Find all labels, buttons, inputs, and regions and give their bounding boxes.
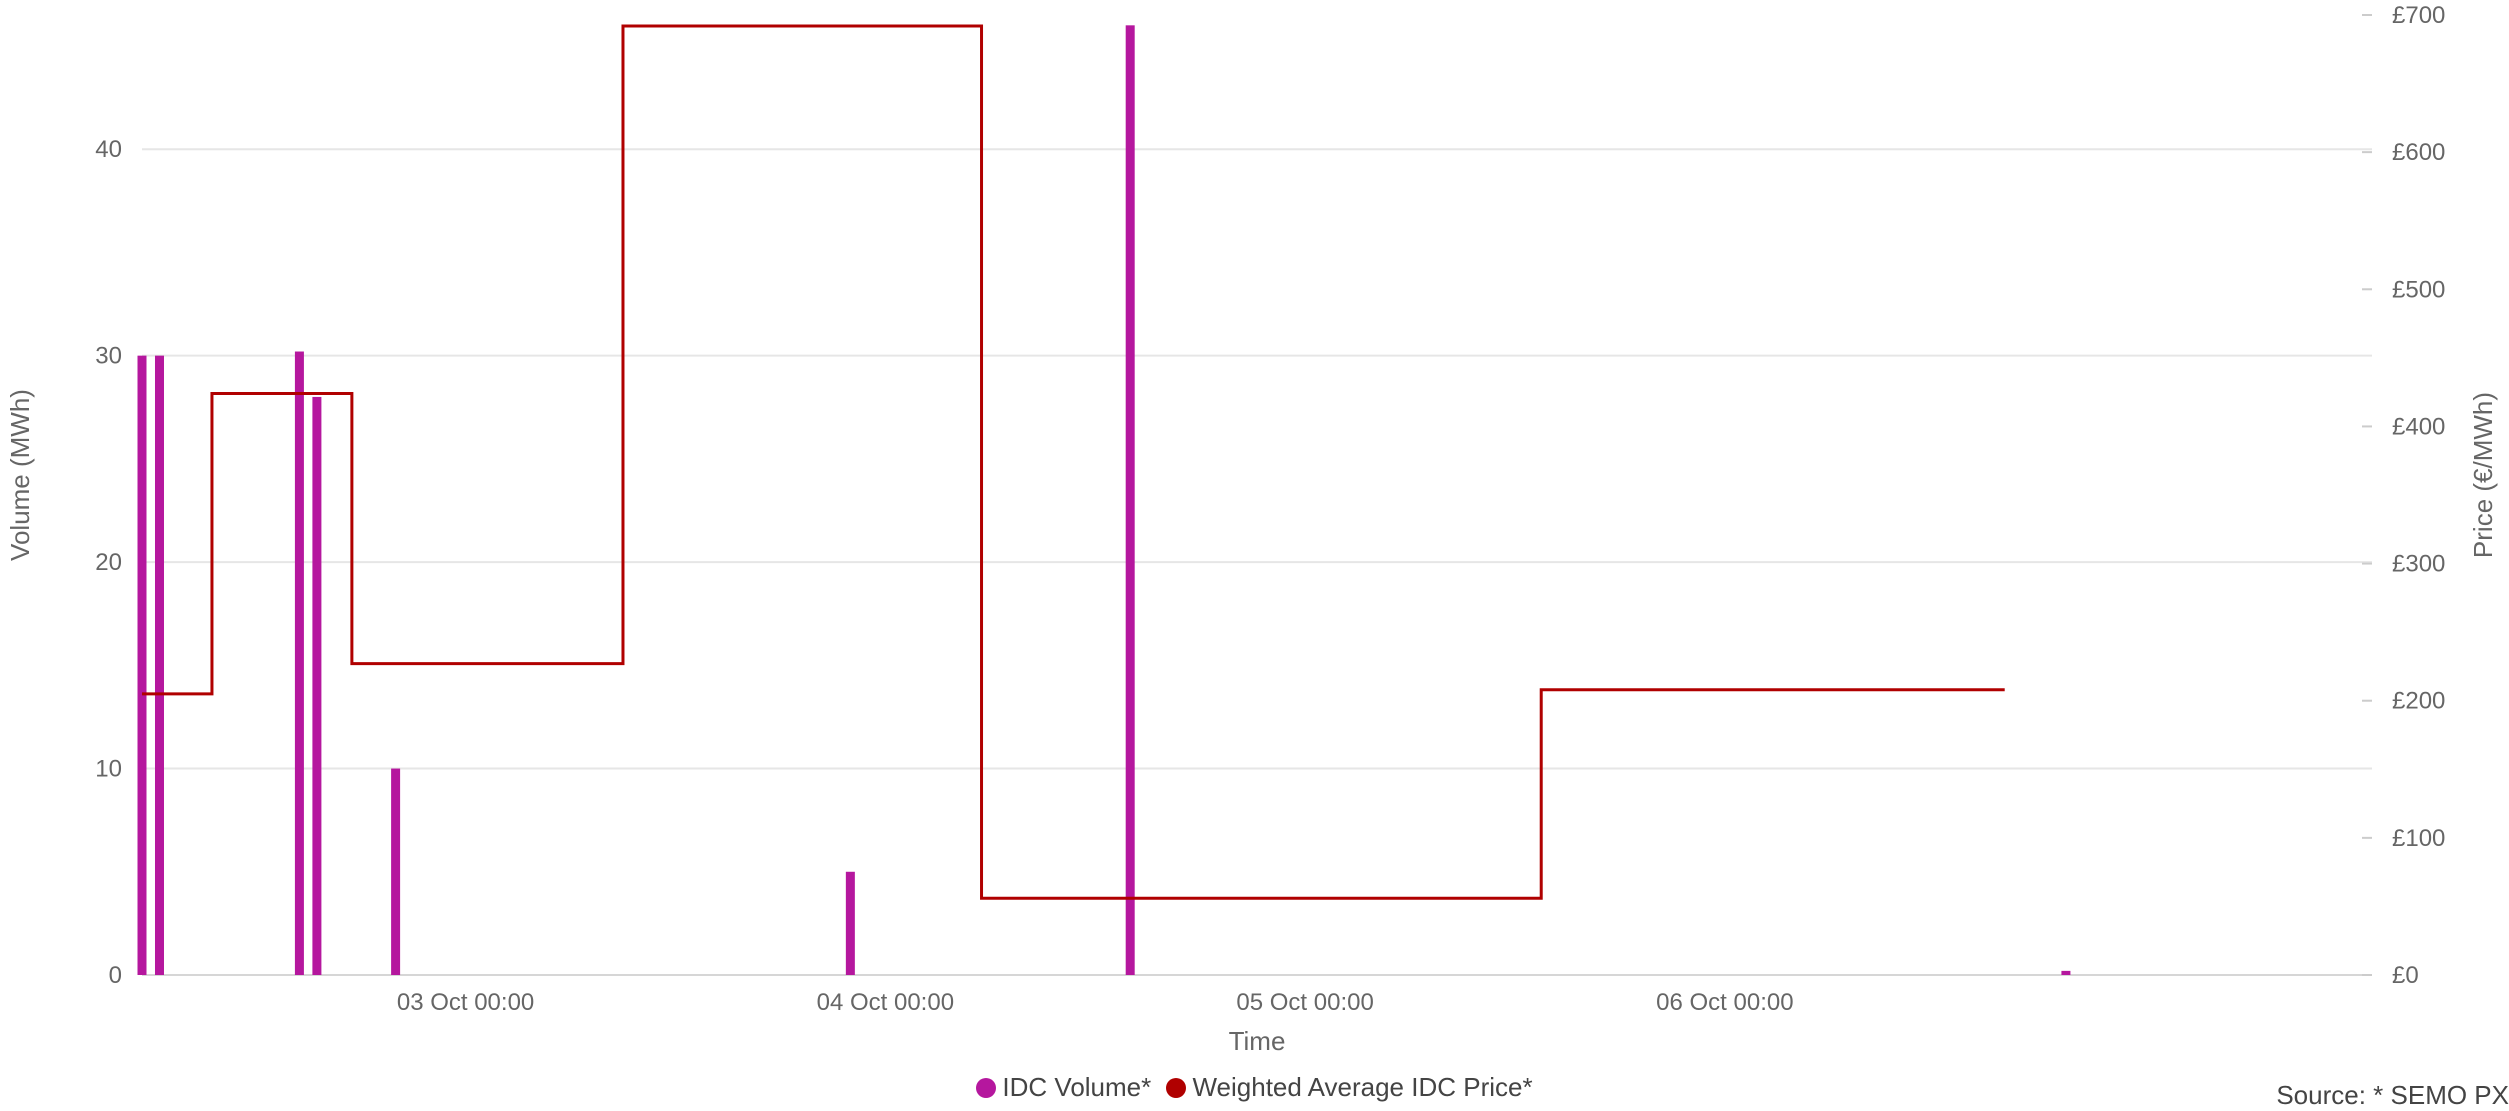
- legend-volume-label: IDC Volume*: [1002, 1072, 1152, 1102]
- x-tick-label: 03 Oct 00:00: [397, 989, 534, 1016]
- y-right-tick-label: £400: [2392, 413, 2445, 440]
- x-axis-title: Time: [1229, 1026, 1286, 1056]
- volume-bar: [154, 355, 164, 976]
- volume-bar: [391, 768, 401, 975]
- y-right-axis-title: Price (€/MWh): [2468, 392, 2498, 558]
- y-right-tick-label: £300: [2392, 551, 2445, 578]
- y-right-tick-label: £700: [2392, 2, 2445, 29]
- volume-bar: [1125, 25, 1135, 976]
- volume-bar: [137, 355, 147, 976]
- gridlines: [142, 148, 2372, 976]
- y-left-tick-label: 10: [95, 756, 122, 783]
- volume-bar: [2061, 970, 2071, 975]
- legend-item-price[interactable]: Weighted Average IDC Price*: [1166, 1072, 1533, 1103]
- volume-bar: [312, 396, 322, 975]
- y-right-tick-label: £100: [2392, 825, 2445, 852]
- y-left-axis-title: Volume (MWh): [5, 389, 35, 561]
- y-left-tick-label: 20: [95, 549, 122, 576]
- price-line: [142, 24, 2005, 900]
- y-left-axis-ticks: 0 10 20 30 40: [95, 136, 122, 989]
- legend-price-marker: [1166, 1077, 1187, 1098]
- x-tick-label: 05 Oct 00:00: [1236, 989, 1373, 1016]
- volume-bar: [845, 871, 855, 975]
- legend: IDC Volume* Weighted Average IDC Price*: [0, 1072, 2509, 1105]
- x-tick-label: 06 Oct 00:00: [1656, 989, 1793, 1016]
- y-right-tick-label: £500: [2392, 276, 2445, 303]
- y-right-axis-ticks: £0 £100 £200 £300 £400 £500 £600 £700: [2362, 2, 2445, 989]
- x-axis-ticks: 03 Oct 00:00 04 Oct 00:00 05 Oct 00:00 06 O…: [397, 989, 1794, 1016]
- source-note: Source: * SEMO PX: [2276, 1080, 2509, 1110]
- y-left-tick-label: 30: [95, 343, 122, 370]
- y-right-tick-label: £600: [2392, 139, 2445, 166]
- legend-volume-marker: [976, 1077, 997, 1098]
- legend-item-volume[interactable]: IDC Volume*: [976, 1072, 1151, 1103]
- volume-bar: [294, 351, 304, 976]
- y-left-tick-label: 0: [109, 962, 122, 989]
- price-step-line: [142, 24, 2005, 900]
- y-left-tick-label: 40: [95, 136, 122, 163]
- y-right-tick-label: £200: [2392, 688, 2445, 715]
- y-right-tick-label: £0: [2392, 962, 2419, 989]
- x-tick-label: 04 Oct 00:00: [817, 989, 954, 1016]
- volume-bars: [137, 25, 2071, 976]
- legend-price-label: Weighted Average IDC Price*: [1192, 1072, 1533, 1102]
